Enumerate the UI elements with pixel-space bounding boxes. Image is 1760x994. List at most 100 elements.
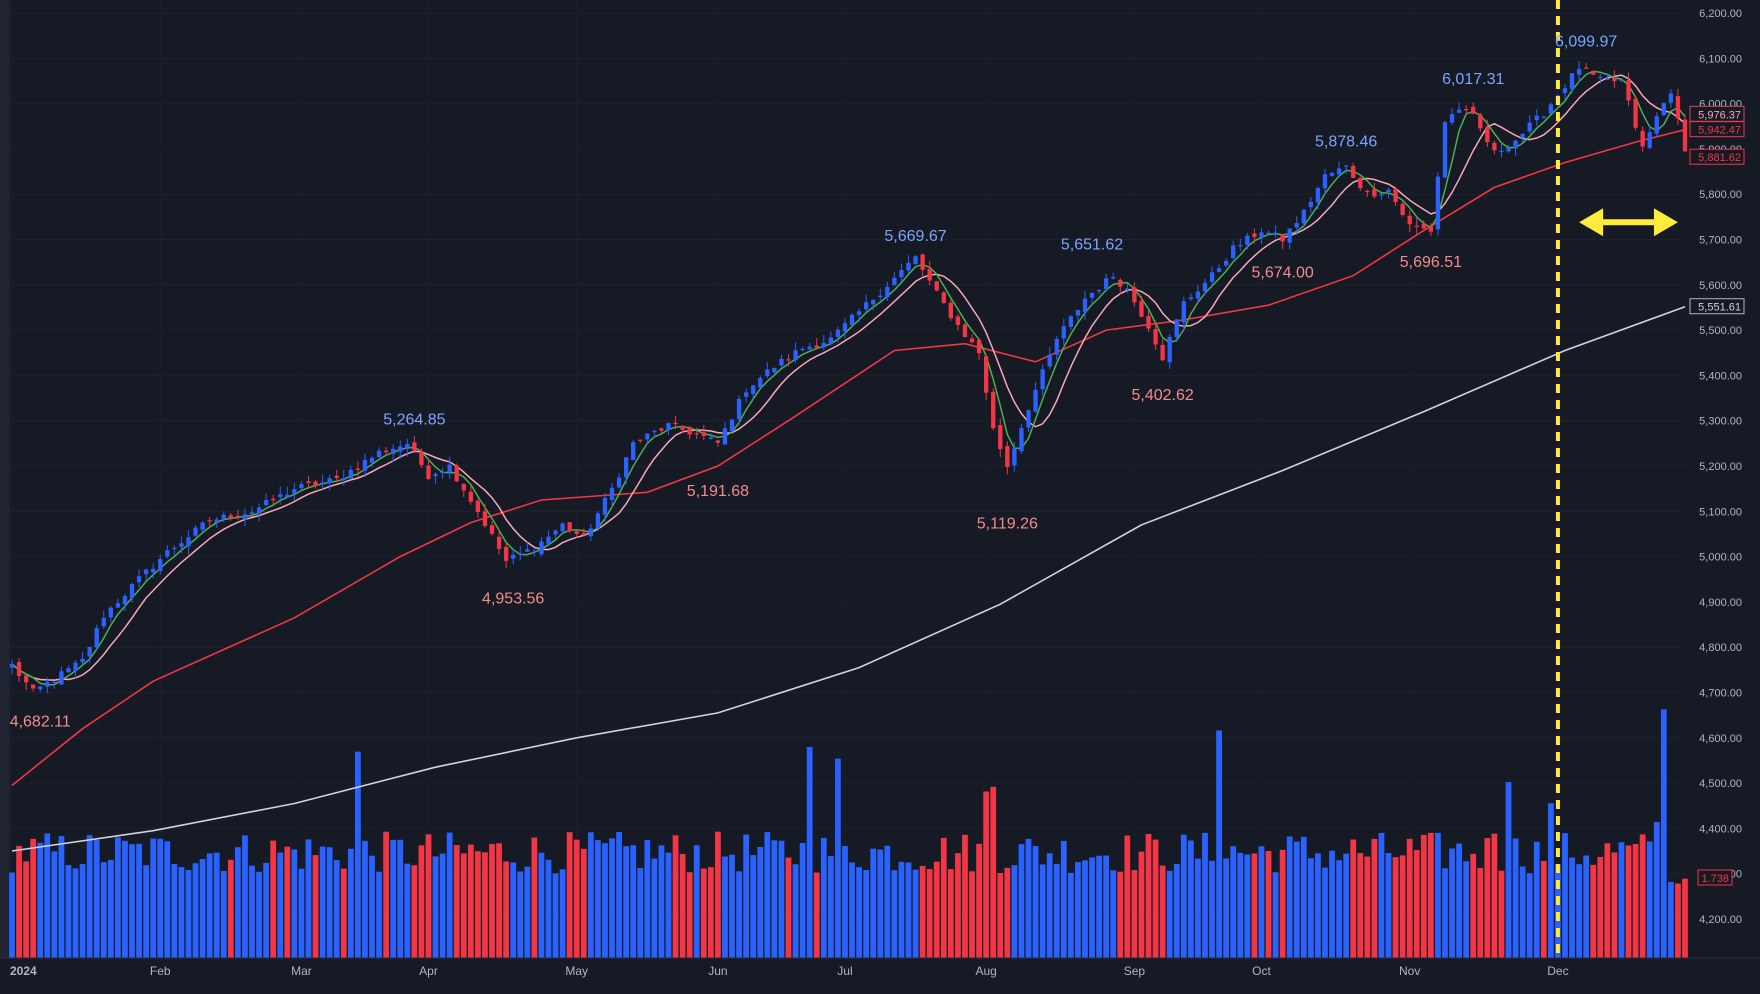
candle-body — [1195, 291, 1201, 299]
volume-bar — [411, 865, 418, 958]
volume-bar — [1378, 832, 1385, 958]
candle-body — [256, 507, 262, 514]
price-tick-label: 5,800.00 — [1699, 189, 1742, 201]
candle-body — [518, 553, 523, 555]
volume-bar — [750, 855, 757, 958]
candle-body — [645, 433, 650, 440]
volume-bar — [418, 845, 425, 958]
candle-body — [708, 437, 714, 439]
time-tick-label: Aug — [975, 964, 996, 978]
volume-bar — [1343, 853, 1350, 958]
candle-body — [1259, 232, 1264, 238]
candle-body — [52, 681, 57, 683]
volume-bar — [658, 845, 665, 958]
volume-bar — [566, 832, 573, 958]
candle-body — [1209, 272, 1215, 282]
price-tick-label: 4,600.00 — [1699, 733, 1742, 745]
low-price-label: 5,119.26 — [977, 516, 1038, 533]
volume-bar — [369, 855, 375, 958]
price-tick-label: 5,100.00 — [1699, 506, 1742, 518]
candle-body — [179, 543, 184, 547]
volume-bar — [1364, 856, 1371, 958]
time-tick-label: Dec — [1547, 964, 1568, 978]
volume-bar — [16, 845, 22, 958]
candle-body — [1386, 189, 1391, 192]
volume-bar — [707, 867, 714, 958]
candle-body — [1548, 104, 1554, 114]
volume-bar — [1216, 730, 1222, 958]
candle-body — [1379, 194, 1384, 196]
volume-bar — [1096, 855, 1102, 958]
candle-body — [934, 281, 939, 291]
candle-body — [1301, 209, 1306, 224]
candle-body — [588, 528, 594, 537]
volume-bar — [856, 867, 862, 958]
candle-body — [129, 584, 135, 598]
volume-bar — [58, 836, 65, 958]
volume-bar — [1392, 857, 1399, 958]
volume-bar — [1258, 846, 1265, 958]
candle-body — [263, 499, 269, 505]
candle-body — [616, 477, 622, 488]
price-tick-label: 5,300.00 — [1699, 416, 1742, 428]
candle-body — [1647, 132, 1652, 148]
volume-bar — [1173, 864, 1180, 958]
volume-bar — [955, 853, 961, 958]
volume-bar — [326, 847, 333, 958]
candle-body — [1075, 310, 1081, 316]
volume-bar — [1463, 861, 1470, 958]
volume-bar — [1180, 834, 1187, 958]
volume-bar — [44, 833, 51, 958]
candle-body — [278, 494, 283, 498]
volume-bar — [686, 872, 693, 958]
candle-body — [355, 468, 361, 470]
volume-bar — [475, 851, 481, 958]
candle-body — [560, 523, 565, 532]
volume-bar — [1646, 841, 1653, 958]
volume-bar — [157, 838, 164, 958]
volume-bar — [792, 864, 799, 958]
candle-body — [172, 547, 177, 550]
price-axis[interactable]: 6,200.006,100.006,000.005,900.005,800.00… — [1688, 0, 1760, 958]
high-price-label: 5,264.85 — [383, 412, 445, 429]
candle-body — [489, 525, 495, 534]
candle-body — [835, 329, 841, 337]
volume-bar — [1279, 849, 1286, 958]
volume-bar — [849, 862, 855, 958]
volume-bar — [1025, 838, 1032, 958]
time-axis[interactable]: 2024 Feb Mar Apr May Jun Jul Aug Sep Oct Nov Dec — [0, 957, 1760, 989]
volume-bar — [107, 859, 114, 958]
volume-bar — [79, 864, 86, 958]
candle-body — [814, 345, 819, 348]
volume-bar — [1413, 849, 1420, 958]
volume-bar — [729, 854, 735, 958]
volume-bar — [926, 869, 933, 958]
volume-bar — [679, 853, 686, 958]
volume-bar — [397, 839, 404, 958]
candle-body — [842, 323, 848, 332]
candle-body — [412, 442, 417, 451]
candle-body — [23, 675, 29, 683]
range-arrow-left-head — [1579, 208, 1604, 237]
volume-bar — [757, 846, 764, 958]
candle-body — [652, 430, 657, 433]
candle-body — [673, 422, 678, 424]
candle-body — [1605, 78, 1610, 80]
candle-body — [1245, 235, 1250, 245]
volume-bar — [1131, 870, 1138, 958]
volume-bar — [1597, 856, 1604, 958]
volume-bar — [1209, 860, 1215, 958]
candle-body — [1442, 122, 1448, 178]
volume-bar — [432, 856, 439, 958]
volume-bar — [1272, 872, 1279, 958]
candle-body — [38, 686, 43, 690]
candle-body — [1273, 232, 1278, 234]
volume-bar — [799, 842, 806, 958]
volume-bar — [1075, 862, 1081, 958]
volume-bar — [1251, 853, 1258, 958]
volume-bar — [362, 840, 368, 958]
candle-body — [1202, 282, 1208, 292]
candle-body — [249, 512, 255, 515]
volume-bar — [1533, 841, 1540, 958]
